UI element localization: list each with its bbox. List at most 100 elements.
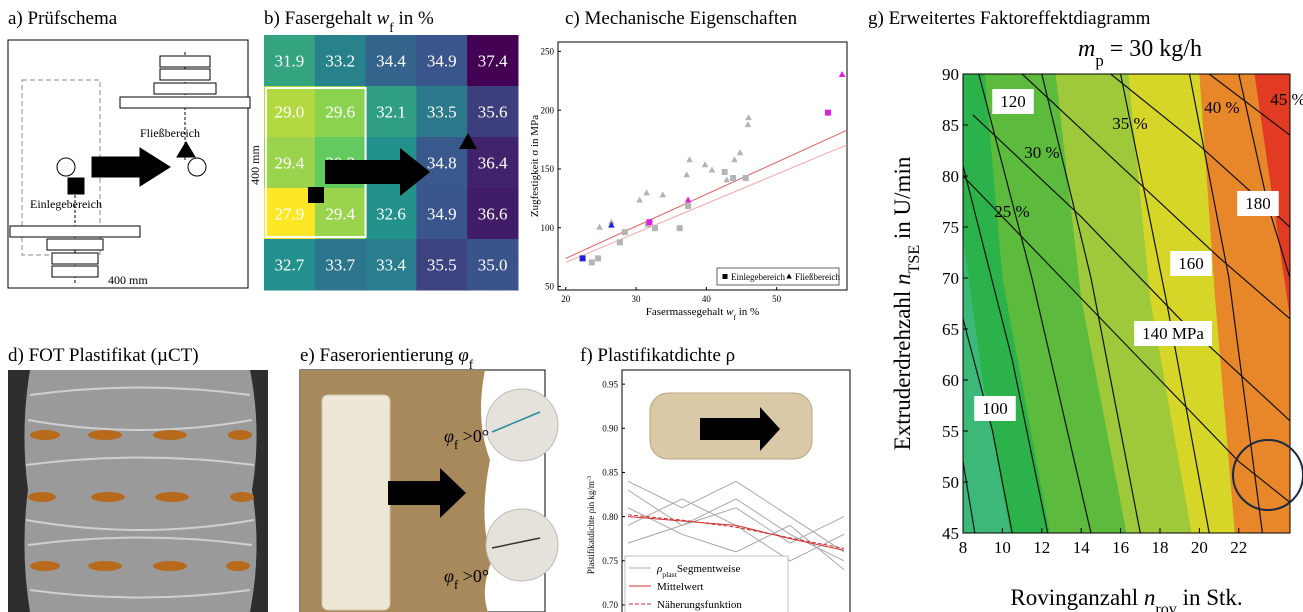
scatter-point <box>617 239 623 245</box>
trend-line <box>566 145 847 263</box>
scatter-point <box>683 171 690 177</box>
plate <box>154 83 216 94</box>
x-tick-label: 10 <box>994 538 1011 557</box>
y-tick-label: 65 <box>942 320 959 339</box>
x-tick-label: 20 <box>561 294 571 304</box>
plate <box>10 226 140 237</box>
scatter-point <box>595 255 601 261</box>
cell-label: 33.4 <box>376 256 406 275</box>
plate <box>120 97 250 108</box>
plot-area <box>963 74 1290 533</box>
scatter-point <box>660 191 667 197</box>
y-tick-label: 60 <box>942 371 959 390</box>
arrow <box>92 148 170 186</box>
y-tick-label: 150 <box>541 164 555 174</box>
annotation-symbol: φ <box>444 426 454 446</box>
data-line <box>628 490 844 543</box>
circle <box>57 158 75 176</box>
cell-label: 31.9 <box>275 52 305 71</box>
scatter-point <box>643 189 650 195</box>
plate <box>160 69 210 80</box>
square-marker <box>308 187 324 203</box>
y-tick-label: 90 <box>942 65 959 84</box>
y-tick-label: 80 <box>942 167 959 186</box>
x-axis-label-symbol: n <box>1144 585 1156 610</box>
fiber <box>88 561 122 571</box>
cell-label: 35.5 <box>427 256 457 275</box>
scatter-point <box>839 71 846 77</box>
y-axis-label: Extruderdrehzahl nTSE in U/min <box>890 156 923 450</box>
zone-label: Fließbereich <box>140 126 200 140</box>
x-tick-label: 50 <box>772 294 782 304</box>
chart-subtitle-suffix: = 30 kg/h <box>1104 36 1202 62</box>
chart-title-prefix: b) Fasergehalt <box>264 8 377 29</box>
y-axis-label-suffix: in U/min <box>890 156 915 245</box>
scatter-point <box>722 169 728 175</box>
x-axis-label: Fasermassegehalt wf in % <box>646 306 759 322</box>
panel-f-inset <box>650 393 812 459</box>
cell-label: 34.9 <box>427 205 457 224</box>
chart-title: c) Mechanische Eigenschaften <box>565 8 798 29</box>
scatter-point <box>677 225 683 231</box>
y-tick-label: 0.90 <box>602 423 618 433</box>
y-tick-label: 70 <box>942 269 959 288</box>
fiber <box>153 561 187 571</box>
scatter-point <box>825 110 831 116</box>
scatter-point <box>636 197 643 203</box>
y-tick-label: 200 <box>541 105 555 115</box>
plate <box>160 56 210 67</box>
annotation-suffix: >0° <box>458 566 489 586</box>
scatter-point <box>580 255 586 261</box>
legend-label: Fließbereich <box>795 272 840 282</box>
x-tick-label: 30 <box>632 294 642 304</box>
x-tick-label: 22 <box>1230 538 1247 557</box>
cell-label: 32.7 <box>275 256 305 275</box>
x-tick-label: 8 <box>959 538 968 557</box>
fiber <box>230 492 254 502</box>
trend-line <box>566 130 847 258</box>
detail-circle <box>486 389 558 461</box>
fiber <box>28 492 56 502</box>
cell-label: 32.1 <box>376 103 406 122</box>
scatter-point <box>737 149 744 155</box>
square-marker <box>68 178 84 194</box>
contour-label: 180 <box>1245 194 1271 213</box>
legend-label: Näherungsfunktion <box>657 599 742 611</box>
legend-label: Mittelwert <box>657 581 703 593</box>
x-axis-label: Rovinganzahl nrov in Stk. <box>1010 585 1242 612</box>
contour-label: 100 <box>982 399 1008 418</box>
fiber <box>30 430 60 440</box>
scatter-point <box>724 176 731 182</box>
x-axis-label-subscript: rov <box>1155 601 1177 612</box>
ct-sample <box>24 370 256 612</box>
scatter-point <box>686 156 693 162</box>
cell-label: 37.4 <box>478 52 508 71</box>
chart-subtitle: mp = 30 kg/h <box>1078 36 1202 70</box>
cell-label: 33.5 <box>427 103 457 122</box>
fiber <box>153 430 187 440</box>
scatter-point <box>743 175 749 181</box>
data-line <box>628 481 844 552</box>
cell-label: 27.9 <box>275 205 305 224</box>
cell-label: 34.8 <box>427 154 457 173</box>
x-axis-label-prefix: Rovinganzahl <box>1010 585 1144 610</box>
y-tick-label: 50 <box>942 473 959 492</box>
circle <box>188 158 206 176</box>
scatter-point <box>745 114 752 120</box>
panel-a <box>8 40 250 288</box>
legend-label-suffix: Segmentweise <box>677 563 741 575</box>
detail-circle <box>486 509 558 581</box>
contour-label: 25 % <box>994 202 1029 221</box>
chart-title: g) Erweitertes Faktoreffektdiagramm <box>868 8 1151 29</box>
scatter-point <box>745 121 752 127</box>
panel-title: e) Faserorientierung φf <box>300 345 474 372</box>
panel-e-image <box>300 370 558 612</box>
cell-label: 36.6 <box>478 205 508 224</box>
legend-label: Einlegebereich <box>731 272 785 282</box>
chart-title: b) Fasergehalt wf in % <box>264 8 434 35</box>
contour-label: 45 % <box>1270 90 1303 109</box>
y-tick-label: 100 <box>541 223 555 233</box>
scatter-point <box>685 203 691 209</box>
chart-title: f) Plastifikatdichte ρ <box>580 345 735 366</box>
scatter-point <box>596 224 603 230</box>
